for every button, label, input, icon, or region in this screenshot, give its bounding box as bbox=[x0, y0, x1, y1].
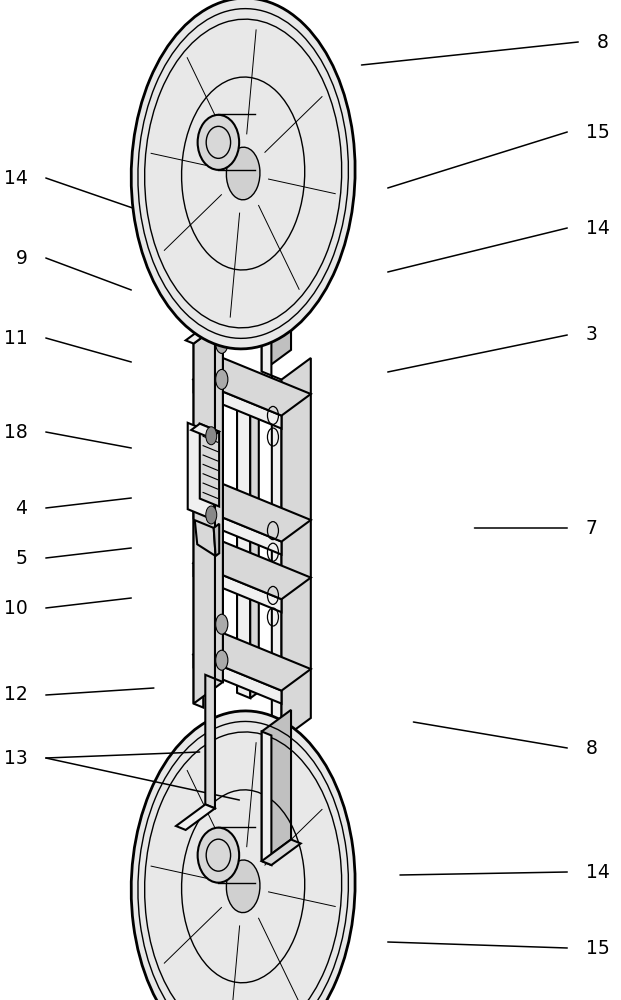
Circle shape bbox=[215, 614, 228, 634]
Polygon shape bbox=[176, 804, 215, 830]
Polygon shape bbox=[186, 319, 223, 344]
Polygon shape bbox=[188, 423, 214, 520]
Polygon shape bbox=[261, 840, 301, 865]
Polygon shape bbox=[194, 542, 311, 599]
Polygon shape bbox=[281, 358, 311, 740]
Text: 15: 15 bbox=[586, 938, 609, 958]
Polygon shape bbox=[194, 380, 281, 429]
Polygon shape bbox=[191, 424, 219, 438]
Polygon shape bbox=[250, 375, 259, 698]
Text: 7: 7 bbox=[586, 518, 597, 538]
Polygon shape bbox=[206, 675, 215, 808]
Polygon shape bbox=[194, 322, 223, 704]
Polygon shape bbox=[200, 424, 219, 507]
Polygon shape bbox=[237, 376, 250, 698]
Polygon shape bbox=[206, 185, 215, 319]
Polygon shape bbox=[244, 174, 256, 218]
Polygon shape bbox=[214, 524, 219, 556]
Text: 14: 14 bbox=[4, 168, 27, 188]
Polygon shape bbox=[195, 520, 215, 556]
Text: 11: 11 bbox=[4, 328, 27, 348]
Text: 4: 4 bbox=[16, 498, 27, 518]
Text: 9: 9 bbox=[16, 248, 27, 267]
Polygon shape bbox=[194, 633, 311, 691]
Ellipse shape bbox=[227, 860, 260, 913]
Ellipse shape bbox=[197, 115, 239, 170]
Text: 3: 3 bbox=[586, 326, 597, 344]
Text: 8: 8 bbox=[597, 32, 609, 51]
Polygon shape bbox=[194, 563, 281, 612]
Polygon shape bbox=[194, 358, 311, 416]
Polygon shape bbox=[261, 220, 301, 246]
Circle shape bbox=[206, 506, 217, 524]
Text: 18: 18 bbox=[4, 422, 27, 442]
Polygon shape bbox=[194, 506, 281, 555]
Circle shape bbox=[215, 369, 228, 389]
Text: 10: 10 bbox=[4, 598, 27, 617]
Polygon shape bbox=[261, 220, 291, 371]
Ellipse shape bbox=[131, 0, 355, 349]
Ellipse shape bbox=[227, 147, 260, 200]
Polygon shape bbox=[237, 370, 259, 381]
Polygon shape bbox=[244, 174, 269, 188]
Circle shape bbox=[206, 427, 217, 445]
Text: 14: 14 bbox=[586, 219, 609, 237]
Ellipse shape bbox=[131, 711, 355, 1000]
Text: 13: 13 bbox=[4, 748, 27, 768]
Text: 12: 12 bbox=[4, 686, 27, 704]
Polygon shape bbox=[194, 655, 281, 704]
Polygon shape bbox=[261, 710, 291, 861]
Ellipse shape bbox=[197, 828, 239, 883]
Polygon shape bbox=[261, 731, 271, 865]
Polygon shape bbox=[194, 344, 203, 708]
Polygon shape bbox=[244, 182, 257, 224]
Polygon shape bbox=[215, 319, 223, 682]
Text: 15: 15 bbox=[586, 122, 609, 141]
Polygon shape bbox=[272, 376, 281, 740]
Circle shape bbox=[215, 333, 228, 353]
Text: 8: 8 bbox=[586, 738, 597, 758]
Polygon shape bbox=[261, 242, 271, 375]
Text: 14: 14 bbox=[586, 862, 609, 882]
Polygon shape bbox=[176, 185, 215, 211]
Text: 5: 5 bbox=[16, 548, 27, 568]
Circle shape bbox=[215, 650, 228, 670]
Polygon shape bbox=[194, 484, 311, 542]
